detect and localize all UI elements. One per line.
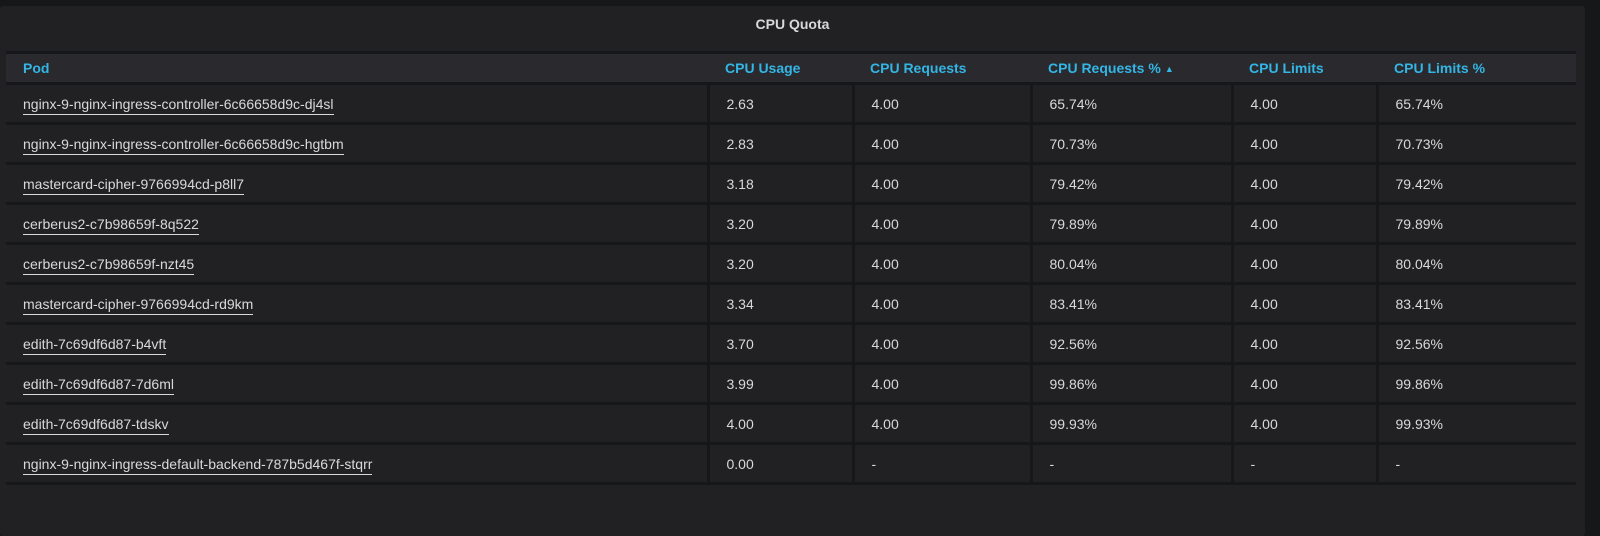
table-row: mastercard-cipher-9766994cd-rd9km 3.34 4.0… [6, 283, 1576, 325]
cell-cpu-limits-percent: 99.86% [1375, 363, 1576, 405]
cell-cpu-limits: 4.00 [1230, 243, 1377, 285]
cell-cpu-usage: 3.99 [706, 363, 853, 405]
table-row: edith-7c69df6d87-b4vft 3.70 4.00 92.56% 4.00… [6, 323, 1576, 365]
column-header-label: CPU Limits [1249, 60, 1324, 76]
cell-pod: nginx-9-nginx-ingress-controller-6c66658… [6, 123, 708, 165]
cell-cpu-requests-percent: 99.86% [1029, 363, 1232, 405]
cell-pod: edith-7c69df6d87-tdskv [6, 403, 708, 445]
column-header-cpu-limits-percent[interactable]: CPU Limits % [1377, 51, 1576, 85]
cell-pod: mastercard-cipher-9766994cd-p8ll7 [6, 163, 708, 205]
cell-cpu-limits: - [1230, 443, 1377, 485]
cell-cpu-limits-percent: 79.42% [1375, 163, 1576, 205]
cell-pod: mastercard-cipher-9766994cd-rd9km [6, 283, 708, 325]
pod-link[interactable]: nginx-9-nginx-ingress-controller-6c66658… [23, 135, 344, 155]
cell-cpu-requests-percent: 70.73% [1029, 123, 1232, 165]
cell-cpu-requests-percent: 65.74% [1029, 83, 1232, 125]
cell-pod: cerberus2-c7b98659f-nzt45 [6, 243, 708, 285]
table-row: cerberus2-c7b98659f-8q522 3.20 4.00 79.89% 4… [6, 203, 1576, 245]
cell-cpu-limits-percent: 99.93% [1375, 403, 1576, 445]
cell-cpu-limits: 4.00 [1230, 203, 1377, 245]
table-row: edith-7c69df6d87-tdskv 4.00 4.00 99.93% 4.00… [6, 403, 1576, 445]
cell-cpu-requests: - [851, 443, 1031, 485]
pod-link[interactable]: nginx-9-nginx-ingress-default-backend-78… [23, 455, 373, 475]
cell-cpu-limits-percent: 92.56% [1375, 323, 1576, 365]
cell-cpu-requests-percent: 80.04% [1029, 243, 1232, 285]
cell-cpu-requests-percent: 79.42% [1029, 163, 1232, 205]
cell-cpu-requests: 4.00 [851, 363, 1031, 405]
cell-cpu-limits: 4.00 [1230, 323, 1377, 365]
cell-cpu-usage: 3.20 [706, 243, 853, 285]
cell-pod: cerberus2-c7b98659f-8q522 [6, 203, 708, 245]
cell-cpu-requests: 4.00 [851, 323, 1031, 365]
column-header-cpu-requests[interactable]: CPU Requests [853, 51, 1031, 85]
pod-link[interactable]: edith-7c69df6d87-7d6ml [23, 375, 174, 395]
cell-cpu-requests-percent: - [1029, 443, 1232, 485]
cpu-quota-table: Pod CPU Usage CPU Requests CPU Requests % ▲ C… [6, 51, 1576, 485]
cell-cpu-requests: 4.00 [851, 203, 1031, 245]
cell-cpu-limits: 4.00 [1230, 363, 1377, 405]
cell-cpu-limits-percent: 80.04% [1375, 243, 1576, 285]
cpu-quota-panel: CPU Quota Pod CPU Usage CPU Requests CPU Re… [0, 6, 1585, 536]
cell-cpu-limits: 4.00 [1230, 123, 1377, 165]
cell-cpu-usage: 3.70 [706, 323, 853, 365]
column-header-pod[interactable]: Pod [6, 51, 708, 85]
cell-cpu-usage: 3.34 [706, 283, 853, 325]
column-header-label: CPU Requests % [1048, 60, 1161, 76]
cell-cpu-requests: 4.00 [851, 403, 1031, 445]
cell-cpu-limits-percent: 79.89% [1375, 203, 1576, 245]
column-header-label: CPU Limits % [1394, 60, 1486, 76]
cell-cpu-limits: 4.00 [1230, 83, 1377, 125]
cell-cpu-usage: 2.63 [706, 83, 853, 125]
cell-cpu-requests: 4.00 [851, 243, 1031, 285]
pod-link[interactable]: cerberus2-c7b98659f-nzt45 [23, 255, 195, 275]
cell-cpu-limits: 4.00 [1230, 163, 1377, 205]
cell-cpu-requests-percent: 92.56% [1029, 323, 1232, 365]
cell-cpu-usage: 4.00 [706, 403, 853, 445]
table-row: nginx-9-nginx-ingress-default-backend-78… [6, 443, 1576, 485]
column-header-cpu-usage[interactable]: CPU Usage [708, 51, 853, 85]
table-row: nginx-9-nginx-ingress-controller-6c66658… [6, 83, 1576, 125]
pod-link[interactable]: mastercard-cipher-9766994cd-p8ll7 [23, 175, 245, 195]
cell-cpu-limits-percent: 83.41% [1375, 283, 1576, 325]
column-header-label: Pod [23, 60, 50, 76]
cell-cpu-usage: 3.18 [706, 163, 853, 205]
cell-pod: edith-7c69df6d87-b4vft [6, 323, 708, 365]
cell-cpu-requests: 4.00 [851, 83, 1031, 125]
table-row: nginx-9-nginx-ingress-controller-6c66658… [6, 123, 1576, 165]
cell-cpu-usage: 3.20 [706, 203, 853, 245]
table-row: mastercard-cipher-9766994cd-p8ll7 3.18 4.0… [6, 163, 1576, 205]
column-header-label: CPU Requests [870, 60, 967, 76]
cell-cpu-requests-percent: 99.93% [1029, 403, 1232, 445]
panel-title[interactable]: CPU Quota [755, 16, 830, 32]
cell-cpu-requests-percent: 83.41% [1029, 283, 1232, 325]
cell-cpu-requests-percent: 79.89% [1029, 203, 1232, 245]
cell-cpu-requests: 4.00 [851, 123, 1031, 165]
sort-ascending-icon: ▲ [1164, 64, 1174, 74]
pod-link[interactable]: edith-7c69df6d87-tdskv [23, 415, 169, 435]
column-header-label: CPU Usage [725, 60, 801, 76]
cell-cpu-requests: 4.00 [851, 163, 1031, 205]
table-row: cerberus2-c7b98659f-nzt45 3.20 4.00 80.04% 4… [6, 243, 1576, 285]
table-row: edith-7c69df6d87-7d6ml 3.99 4.00 99.86% 4.00… [6, 363, 1576, 405]
column-header-cpu-requests-percent[interactable]: CPU Requests % ▲ [1031, 51, 1232, 85]
cell-cpu-usage: 0.00 [706, 443, 853, 485]
cell-cpu-limits-percent: - [1375, 443, 1576, 485]
cell-cpu-limits: 4.00 [1230, 403, 1377, 445]
cell-pod: edith-7c69df6d87-7d6ml [6, 363, 708, 405]
cell-cpu-usage: 2.83 [706, 123, 853, 165]
cell-cpu-limits: 4.00 [1230, 283, 1377, 325]
cell-cpu-requests: 4.00 [851, 283, 1031, 325]
pod-link[interactable]: edith-7c69df6d87-b4vft [23, 335, 167, 355]
pod-link[interactable]: cerberus2-c7b98659f-8q522 [23, 215, 199, 235]
cell-cpu-limits-percent: 65.74% [1375, 83, 1576, 125]
pod-link[interactable]: mastercard-cipher-9766994cd-rd9km [23, 295, 254, 315]
column-header-cpu-limits[interactable]: CPU Limits [1232, 51, 1377, 85]
cell-cpu-limits-percent: 70.73% [1375, 123, 1576, 165]
table-header-row: Pod CPU Usage CPU Requests CPU Requests % ▲ C… [6, 51, 1576, 85]
cell-pod: nginx-9-nginx-ingress-controller-6c66658… [6, 83, 708, 125]
cell-pod: nginx-9-nginx-ingress-default-backend-78… [6, 443, 708, 485]
pod-link[interactable]: nginx-9-nginx-ingress-controller-6c66658… [23, 95, 334, 115]
